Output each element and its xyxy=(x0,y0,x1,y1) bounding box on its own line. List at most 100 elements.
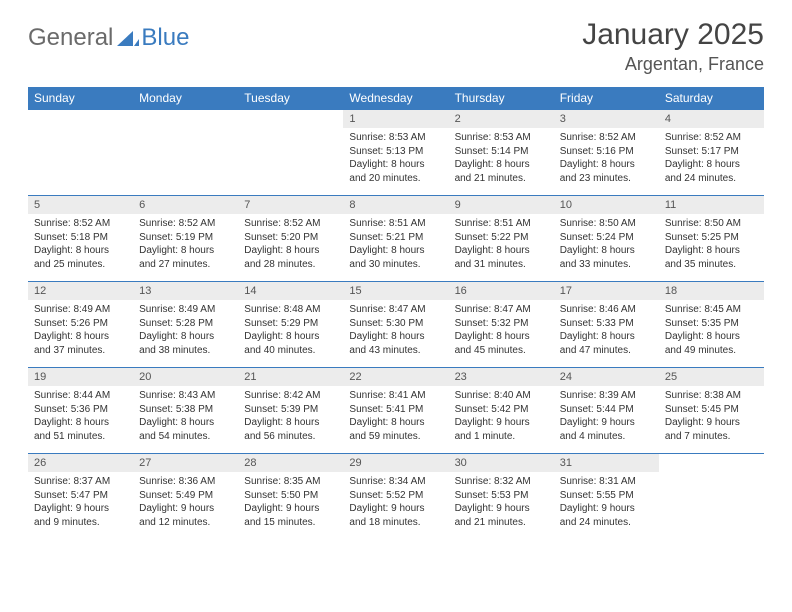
day-details: Sunrise: 8:49 AMSunset: 5:26 PMDaylight:… xyxy=(28,300,133,361)
sunrise-line: Sunrise: 8:38 AM xyxy=(665,389,758,403)
daylight-line: Daylight: 8 hours and 45 minutes. xyxy=(455,330,548,357)
calendar-cell: 4Sunrise: 8:52 AMSunset: 5:17 PMDaylight… xyxy=(659,110,764,196)
calendar-cell: 11Sunrise: 8:50 AMSunset: 5:25 PMDayligh… xyxy=(659,196,764,282)
sunset-line: Sunset: 5:29 PM xyxy=(244,317,337,331)
sunset-line: Sunset: 5:28 PM xyxy=(139,317,232,331)
sunset-line: Sunset: 5:55 PM xyxy=(560,489,653,503)
daylight-line: Daylight: 8 hours and 38 minutes. xyxy=(139,330,232,357)
daylight-line: Daylight: 8 hours and 23 minutes. xyxy=(560,158,653,185)
sunrise-line: Sunrise: 8:52 AM xyxy=(139,217,232,231)
daylight-line: Daylight: 8 hours and 28 minutes. xyxy=(244,244,337,271)
daylight-line: Daylight: 8 hours and 21 minutes. xyxy=(455,158,548,185)
daylight-line: Daylight: 8 hours and 33 minutes. xyxy=(560,244,653,271)
day-number: 14 xyxy=(238,282,343,300)
day-number: 13 xyxy=(133,282,238,300)
daylight-line: Daylight: 9 hours and 9 minutes. xyxy=(34,502,127,529)
calendar-cell: 6Sunrise: 8:52 AMSunset: 5:19 PMDaylight… xyxy=(133,196,238,282)
day-number: 18 xyxy=(659,282,764,300)
day-details: Sunrise: 8:51 AMSunset: 5:22 PMDaylight:… xyxy=(449,214,554,275)
day-details: Sunrise: 8:53 AMSunset: 5:13 PMDaylight:… xyxy=(343,128,448,189)
calendar-cell: 27Sunrise: 8:36 AMSunset: 5:49 PMDayligh… xyxy=(133,454,238,540)
calendar-cell: 10Sunrise: 8:50 AMSunset: 5:24 PMDayligh… xyxy=(554,196,659,282)
sunset-line: Sunset: 5:19 PM xyxy=(139,231,232,245)
daylight-line: Daylight: 9 hours and 12 minutes. xyxy=(139,502,232,529)
day-details: Sunrise: 8:36 AMSunset: 5:49 PMDaylight:… xyxy=(133,472,238,533)
day-details: Sunrise: 8:40 AMSunset: 5:42 PMDaylight:… xyxy=(449,386,554,447)
sunset-line: Sunset: 5:35 PM xyxy=(665,317,758,331)
day-number: 7 xyxy=(238,196,343,214)
daylight-line: Daylight: 8 hours and 54 minutes. xyxy=(139,416,232,443)
daylight-line: Daylight: 8 hours and 30 minutes. xyxy=(349,244,442,271)
calendar-cell xyxy=(133,110,238,196)
sunrise-line: Sunrise: 8:45 AM xyxy=(665,303,758,317)
sunset-line: Sunset: 5:42 PM xyxy=(455,403,548,417)
weekday-header: Tuesday xyxy=(238,87,343,110)
day-details: Sunrise: 8:31 AMSunset: 5:55 PMDaylight:… xyxy=(554,472,659,533)
calendar-cell: 12Sunrise: 8:49 AMSunset: 5:26 PMDayligh… xyxy=(28,282,133,368)
day-details: Sunrise: 8:49 AMSunset: 5:28 PMDaylight:… xyxy=(133,300,238,361)
day-details: Sunrise: 8:52 AMSunset: 5:18 PMDaylight:… xyxy=(28,214,133,275)
logo-text-blue: Blue xyxy=(141,24,189,52)
calendar-cell: 15Sunrise: 8:47 AMSunset: 5:30 PMDayligh… xyxy=(343,282,448,368)
sunrise-line: Sunrise: 8:49 AM xyxy=(34,303,127,317)
calendar-cell: 28Sunrise: 8:35 AMSunset: 5:50 PMDayligh… xyxy=(238,454,343,540)
day-number: 31 xyxy=(554,454,659,472)
daylight-line: Daylight: 9 hours and 18 minutes. xyxy=(349,502,442,529)
day-number: 16 xyxy=(449,282,554,300)
sunrise-line: Sunrise: 8:31 AM xyxy=(560,475,653,489)
sunrise-line: Sunrise: 8:43 AM xyxy=(139,389,232,403)
sunset-line: Sunset: 5:30 PM xyxy=(349,317,442,331)
daylight-line: Daylight: 9 hours and 1 minute. xyxy=(455,416,548,443)
daylight-line: Daylight: 8 hours and 51 minutes. xyxy=(34,416,127,443)
sunset-line: Sunset: 5:17 PM xyxy=(665,145,758,159)
daylight-line: Daylight: 8 hours and 24 minutes. xyxy=(665,158,758,185)
sunrise-line: Sunrise: 8:47 AM xyxy=(349,303,442,317)
calendar-week-row: 1Sunrise: 8:53 AMSunset: 5:13 PMDaylight… xyxy=(28,110,764,196)
sunrise-line: Sunrise: 8:44 AM xyxy=(34,389,127,403)
day-details: Sunrise: 8:42 AMSunset: 5:39 PMDaylight:… xyxy=(238,386,343,447)
sunset-line: Sunset: 5:47 PM xyxy=(34,489,127,503)
sunset-line: Sunset: 5:24 PM xyxy=(560,231,653,245)
sunrise-line: Sunrise: 8:52 AM xyxy=(244,217,337,231)
sunset-line: Sunset: 5:13 PM xyxy=(349,145,442,159)
day-number: 20 xyxy=(133,368,238,386)
day-details: Sunrise: 8:50 AMSunset: 5:24 PMDaylight:… xyxy=(554,214,659,275)
day-details: Sunrise: 8:45 AMSunset: 5:35 PMDaylight:… xyxy=(659,300,764,361)
day-number: 2 xyxy=(449,110,554,128)
sunrise-line: Sunrise: 8:42 AM xyxy=(244,389,337,403)
sunrise-line: Sunrise: 8:32 AM xyxy=(455,475,548,489)
day-number: 29 xyxy=(343,454,448,472)
weekday-header: Wednesday xyxy=(343,87,448,110)
weekday-header: Saturday xyxy=(659,87,764,110)
day-number: 21 xyxy=(238,368,343,386)
calendar-cell: 14Sunrise: 8:48 AMSunset: 5:29 PMDayligh… xyxy=(238,282,343,368)
calendar-cell: 22Sunrise: 8:41 AMSunset: 5:41 PMDayligh… xyxy=(343,368,448,454)
sunset-line: Sunset: 5:38 PM xyxy=(139,403,232,417)
day-number: 19 xyxy=(28,368,133,386)
day-details: Sunrise: 8:41 AMSunset: 5:41 PMDaylight:… xyxy=(343,386,448,447)
sunrise-line: Sunrise: 8:53 AM xyxy=(349,131,442,145)
sunset-line: Sunset: 5:33 PM xyxy=(560,317,653,331)
daylight-line: Daylight: 8 hours and 43 minutes. xyxy=(349,330,442,357)
daylight-line: Daylight: 8 hours and 59 minutes. xyxy=(349,416,442,443)
day-details: Sunrise: 8:47 AMSunset: 5:32 PMDaylight:… xyxy=(449,300,554,361)
day-number: 6 xyxy=(133,196,238,214)
day-number: 10 xyxy=(554,196,659,214)
calendar-cell: 24Sunrise: 8:39 AMSunset: 5:44 PMDayligh… xyxy=(554,368,659,454)
sunrise-line: Sunrise: 8:53 AM xyxy=(455,131,548,145)
sunrise-line: Sunrise: 8:48 AM xyxy=(244,303,337,317)
calendar-cell: 5Sunrise: 8:52 AMSunset: 5:18 PMDaylight… xyxy=(28,196,133,282)
sunset-line: Sunset: 5:16 PM xyxy=(560,145,653,159)
sunset-line: Sunset: 5:18 PM xyxy=(34,231,127,245)
location: Argentan, France xyxy=(582,54,764,75)
sunset-line: Sunset: 5:41 PM xyxy=(349,403,442,417)
sunset-line: Sunset: 5:44 PM xyxy=(560,403,653,417)
calendar-cell: 2Sunrise: 8:53 AMSunset: 5:14 PMDaylight… xyxy=(449,110,554,196)
day-details: Sunrise: 8:51 AMSunset: 5:21 PMDaylight:… xyxy=(343,214,448,275)
day-details: Sunrise: 8:43 AMSunset: 5:38 PMDaylight:… xyxy=(133,386,238,447)
daylight-line: Daylight: 8 hours and 56 minutes. xyxy=(244,416,337,443)
calendar-header-row: SundayMondayTuesdayWednesdayThursdayFrid… xyxy=(28,87,764,110)
calendar-cell: 29Sunrise: 8:34 AMSunset: 5:52 PMDayligh… xyxy=(343,454,448,540)
sunset-line: Sunset: 5:52 PM xyxy=(349,489,442,503)
calendar-week-row: 12Sunrise: 8:49 AMSunset: 5:26 PMDayligh… xyxy=(28,282,764,368)
